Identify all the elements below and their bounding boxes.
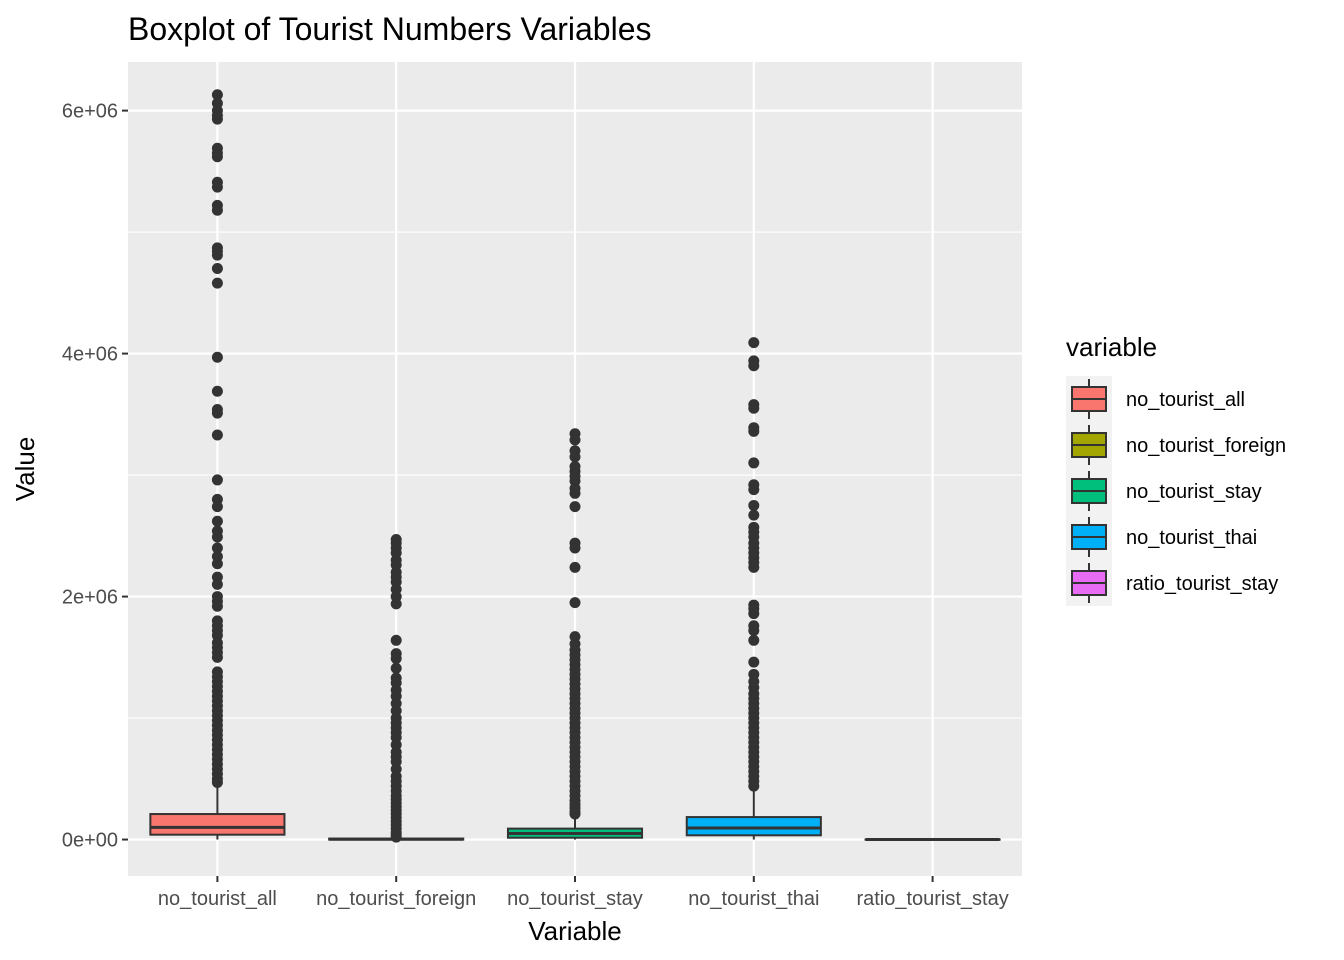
outlier-point <box>748 608 760 620</box>
outlier-point <box>569 451 581 463</box>
y-tick-label: 2e+06 <box>62 587 118 609</box>
outlier-point <box>211 204 223 216</box>
outlier-point <box>211 600 223 612</box>
outlier-point <box>211 151 223 163</box>
outlier-point <box>211 89 223 101</box>
outlier-point <box>211 351 223 363</box>
y-tick-label: 0e+00 <box>62 830 118 852</box>
outlier-point <box>569 542 581 554</box>
box-body <box>685 816 822 837</box>
y-tick-label: 6e+06 <box>62 101 118 123</box>
x-tick-label: no_tourist_foreign <box>316 888 476 910</box>
chart-title: Boxplot of Tourist Numbers Variables <box>128 11 652 47</box>
x-tick-label: no_tourist_all <box>158 888 277 910</box>
x-tick-label: no_tourist_thai <box>688 888 819 910</box>
legend-item-ratio_tourist_stay: ratio_tourist_stay <box>1066 560 1278 606</box>
legend-item-no_tourist_all: no_tourist_all <box>1066 376 1245 422</box>
outlier-point <box>569 561 581 573</box>
y-tick-label: 4e+06 <box>62 344 118 366</box>
outlier-point <box>390 653 402 665</box>
legend-label: no_tourist_foreign <box>1126 435 1286 457</box>
outlier-point <box>211 776 223 788</box>
outlier-point <box>748 634 760 646</box>
outlier-point <box>748 484 760 496</box>
outlier-point <box>211 277 223 289</box>
outlier-point <box>390 831 402 843</box>
legend: variable no_tourist_all no_tourist_foreig… <box>1066 332 1286 606</box>
outlier-point <box>211 181 223 193</box>
box-no_tourist_stay <box>506 428 644 840</box>
x-axis: no_tourist_all no_tourist_foreign no_touri… <box>158 876 1009 910</box>
outlier-point <box>211 531 223 543</box>
outlier-point <box>748 457 760 469</box>
outlier-point <box>211 385 223 397</box>
outlier-point <box>211 474 223 486</box>
outlier-point <box>569 487 581 499</box>
outlier-point <box>390 634 402 646</box>
outlier-point <box>748 499 760 511</box>
outlier-point <box>211 429 223 441</box>
outlier-point <box>390 662 402 674</box>
legend-item-no_tourist_thai: no_tourist_thai <box>1066 514 1257 560</box>
outlier-point <box>748 656 760 668</box>
box-no_tourist_all <box>149 89 286 840</box>
outlier-point <box>569 597 581 609</box>
x-tick-label: no_tourist_stay <box>507 888 643 910</box>
outlier-point <box>569 434 581 446</box>
outlier-point <box>211 578 223 590</box>
outlier-point <box>748 425 760 437</box>
box-body <box>149 813 286 836</box>
outlier-point <box>211 263 223 275</box>
boxes <box>149 89 1001 843</box>
outlier-point <box>211 651 223 663</box>
legend-item-no_tourist_foreign: no_tourist_foreign <box>1066 422 1286 468</box>
outlier-point <box>748 509 760 521</box>
outlier-point <box>211 249 223 261</box>
outlier-point <box>211 542 223 554</box>
outlier-point <box>569 501 581 513</box>
legend-label: no_tourist_thai <box>1126 527 1257 549</box>
outlier-point <box>211 407 223 419</box>
outlier-point <box>748 360 760 372</box>
x-axis-title: Variable <box>528 916 621 946</box>
box-no_tourist_thai <box>685 337 822 840</box>
legend-item-no_tourist_stay: no_tourist_stay <box>1066 468 1262 514</box>
y-axis: 0e+00 2e+06 4e+06 6e+06 <box>62 101 128 852</box>
outlier-point <box>569 808 581 820</box>
outlier-point <box>748 625 760 637</box>
legend-label: no_tourist_all <box>1126 389 1245 411</box>
legend-label: no_tourist_stay <box>1126 481 1262 503</box>
box-no_tourist_foreign <box>328 533 465 843</box>
outlier-point <box>211 558 223 570</box>
outlier-point <box>390 598 402 610</box>
x-tick-label: ratio_tourist_stay <box>856 888 1008 910</box>
outlier-point <box>211 515 223 527</box>
outlier-point <box>211 113 223 125</box>
outlier-point <box>748 337 760 349</box>
outlier-point <box>748 780 760 792</box>
outlier-point <box>211 501 223 513</box>
outlier-point <box>748 561 760 573</box>
y-axis-title: Value <box>10 437 40 502</box>
legend-title: variable <box>1066 332 1157 362</box>
legend-label: ratio_tourist_stay <box>1126 573 1278 595</box>
outlier-point <box>748 402 760 414</box>
